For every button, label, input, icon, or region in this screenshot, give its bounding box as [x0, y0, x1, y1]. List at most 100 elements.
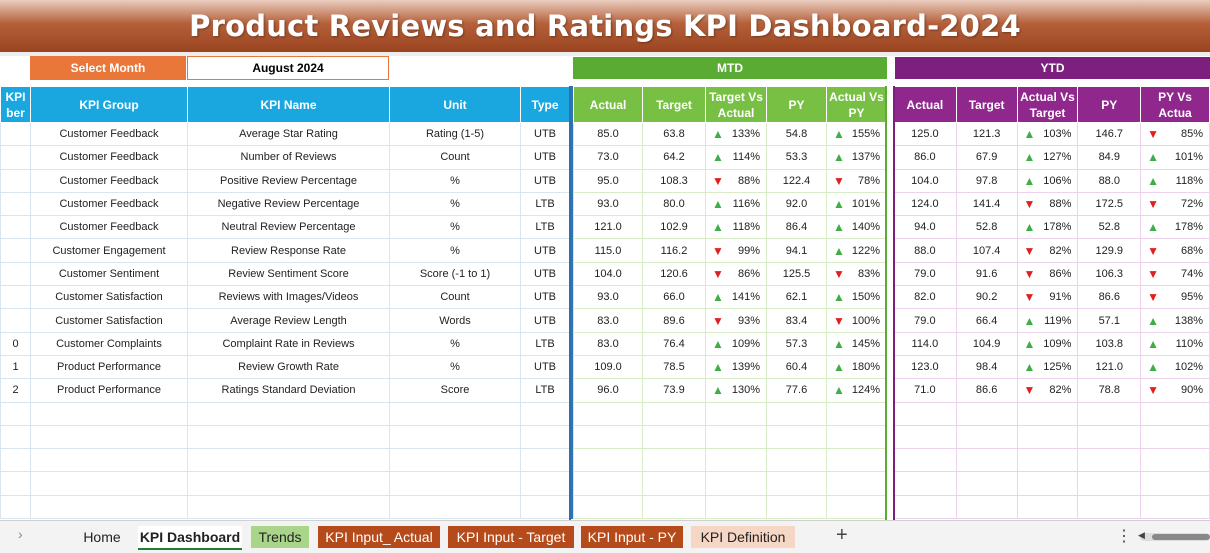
- unit-cell[interactable]: Words: [389, 308, 521, 333]
- horizontal-scrollbar[interactable]: ◀: [1138, 530, 1210, 541]
- mtd-target-cell[interactable]: 102.9: [642, 215, 706, 240]
- kpi-group-cell[interactable]: Customer Satisfaction: [30, 308, 188, 333]
- mtd-target-vs-actual-cell[interactable]: ▼ 93%: [705, 308, 767, 333]
- ytd-py-vs-actual-cell[interactable]: ▼ 68%: [1140, 238, 1210, 263]
- empty-cell[interactable]: [893, 401, 957, 426]
- empty-cell[interactable]: [1140, 471, 1210, 496]
- empty-cell[interactable]: [893, 424, 957, 450]
- unit-cell[interactable]: %: [389, 331, 521, 356]
- kpi-name-cell[interactable]: Review Growth Rate: [187, 354, 390, 380]
- mtd-py-cell[interactable]: 122.4: [766, 168, 827, 193]
- mtd-target-vs-actual-cell[interactable]: ▲ 141%: [705, 285, 767, 310]
- ytd-target-cell[interactable]: 66.4: [955, 308, 1018, 333]
- empty-cell[interactable]: [30, 471, 188, 496]
- ytd-target-cell[interactable]: 90.2: [955, 285, 1018, 310]
- ytd-py-cell[interactable]: 86.6: [1077, 285, 1142, 310]
- kpi-name-cell[interactable]: Complaint Rate in Reviews: [187, 331, 390, 356]
- mtd-py-cell[interactable]: 62.1: [766, 285, 827, 310]
- empty-cell[interactable]: [766, 494, 827, 520]
- ytd-target-cell[interactable]: 97.8: [955, 168, 1018, 193]
- ytd-actual-vs-target-cell[interactable]: ▼ 86%: [1016, 261, 1079, 287]
- ytd-py-cell[interactable]: 103.8: [1077, 331, 1142, 356]
- mtd-actual-vs-py-cell[interactable]: ▲ 122%: [826, 238, 887, 263]
- empty-cell[interactable]: [187, 494, 390, 520]
- ytd-actual-cell[interactable]: 114.0: [893, 331, 957, 356]
- empty-cell[interactable]: [705, 401, 767, 426]
- empty-cell[interactable]: [1016, 424, 1079, 450]
- empty-cell[interactable]: [573, 494, 643, 520]
- empty-cell[interactable]: [30, 401, 188, 426]
- mtd-target-cell[interactable]: 89.6: [642, 308, 706, 333]
- add-sheet-icon[interactable]: +: [836, 524, 848, 546]
- mtd-actual-vs-py-cell[interactable]: ▼ 78%: [826, 168, 887, 193]
- kpi-number-cell[interactable]: [0, 168, 31, 193]
- empty-cell[interactable]: [1140, 401, 1210, 426]
- kpi-group-cell[interactable]: Customer Feedback: [30, 168, 188, 193]
- mtd-actual-vs-py-cell[interactable]: ▲ 140%: [826, 215, 887, 240]
- more-options-icon[interactable]: ⋮: [1116, 528, 1132, 545]
- empty-cell[interactable]: [1140, 424, 1210, 450]
- tab-kpi-input-py[interactable]: KPI Input - PY: [581, 526, 683, 548]
- ytd-py-vs-actual-cell[interactable]: ▼ 72%: [1140, 191, 1210, 217]
- mtd-actual-cell[interactable]: 115.0: [573, 238, 643, 263]
- mtd-actual-vs-py-cell[interactable]: ▲ 124%: [826, 378, 887, 403]
- type-cell[interactable]: UTB: [520, 285, 570, 310]
- kpi-name-cell[interactable]: Reviews with Images/Videos: [187, 285, 390, 310]
- ytd-actual-cell[interactable]: 82.0: [893, 285, 957, 310]
- kpi-group-cell[interactable]: Customer Complaints: [30, 331, 188, 356]
- kpi-group-cell[interactable]: Customer Sentiment: [30, 261, 188, 287]
- unit-cell[interactable]: Count: [389, 145, 521, 170]
- empty-cell[interactable]: [30, 448, 188, 473]
- empty-cell[interactable]: [0, 494, 31, 520]
- mtd-actual-vs-py-cell[interactable]: ▼ 83%: [826, 261, 887, 287]
- empty-cell[interactable]: [520, 401, 570, 426]
- ytd-actual-cell[interactable]: 71.0: [893, 378, 957, 403]
- kpi-name-cell[interactable]: Review Sentiment Score: [187, 261, 390, 287]
- mtd-target-vs-actual-cell[interactable]: ▼ 88%: [705, 168, 767, 193]
- empty-cell[interactable]: [187, 401, 390, 426]
- mtd-actual-cell[interactable]: 73.0: [573, 145, 643, 170]
- mtd-target-vs-actual-cell[interactable]: ▲ 114%: [705, 145, 767, 170]
- empty-cell[interactable]: [705, 424, 767, 450]
- empty-cell[interactable]: [826, 401, 887, 426]
- ytd-actual-cell[interactable]: 88.0: [893, 238, 957, 263]
- ytd-actual-cell[interactable]: 86.0: [893, 145, 957, 170]
- ytd-actual-vs-target-cell[interactable]: ▼ 82%: [1016, 238, 1079, 263]
- mtd-actual-cell[interactable]: 85.0: [573, 121, 643, 147]
- empty-cell[interactable]: [187, 471, 390, 496]
- mtd-target-cell[interactable]: 76.4: [642, 331, 706, 356]
- ytd-actual-vs-target-cell[interactable]: ▼ 91%: [1016, 285, 1079, 310]
- type-cell[interactable]: LTB: [520, 191, 570, 217]
- ytd-target-cell[interactable]: 104.9: [955, 331, 1018, 356]
- unit-cell[interactable]: Score (-1 to 1): [389, 261, 521, 287]
- kpi-number-cell[interactable]: 0: [0, 331, 31, 356]
- mtd-target-vs-actual-cell[interactable]: ▲ 118%: [705, 215, 767, 240]
- ytd-actual-vs-target-cell[interactable]: ▼ 88%: [1016, 191, 1079, 217]
- type-cell[interactable]: LTB: [520, 331, 570, 356]
- ytd-target-cell[interactable]: 121.3: [955, 121, 1018, 147]
- empty-cell[interactable]: [826, 424, 887, 450]
- ytd-py-cell[interactable]: 121.0: [1077, 354, 1142, 380]
- ytd-target-cell[interactable]: 52.8: [955, 215, 1018, 240]
- empty-cell[interactable]: [389, 424, 521, 450]
- mtd-py-cell[interactable]: 60.4: [766, 354, 827, 380]
- mtd-target-cell[interactable]: 63.8: [642, 121, 706, 147]
- ytd-py-cell[interactable]: 129.9: [1077, 238, 1142, 263]
- tab-trends[interactable]: Trends: [251, 526, 309, 548]
- unit-cell[interactable]: %: [389, 354, 521, 380]
- ytd-target-cell[interactable]: 141.4: [955, 191, 1018, 217]
- empty-cell[interactable]: [705, 448, 767, 473]
- mtd-actual-cell[interactable]: 109.0: [573, 354, 643, 380]
- type-cell[interactable]: LTB: [520, 215, 570, 240]
- ytd-py-cell[interactable]: 146.7: [1077, 121, 1142, 147]
- empty-cell[interactable]: [893, 471, 957, 496]
- empty-cell[interactable]: [826, 494, 887, 520]
- mtd-actual-cell[interactable]: 83.0: [573, 308, 643, 333]
- empty-cell[interactable]: [705, 471, 767, 496]
- ytd-target-cell[interactable]: 107.4: [955, 238, 1018, 263]
- kpi-name-cell[interactable]: Number of Reviews: [187, 145, 390, 170]
- ytd-py-vs-actual-cell[interactable]: ▲ 101%: [1140, 145, 1210, 170]
- mtd-target-vs-actual-cell[interactable]: ▼ 86%: [705, 261, 767, 287]
- ytd-py-vs-actual-cell[interactable]: ▲ 110%: [1140, 331, 1210, 356]
- kpi-name-cell[interactable]: Positive Review Percentage: [187, 168, 390, 193]
